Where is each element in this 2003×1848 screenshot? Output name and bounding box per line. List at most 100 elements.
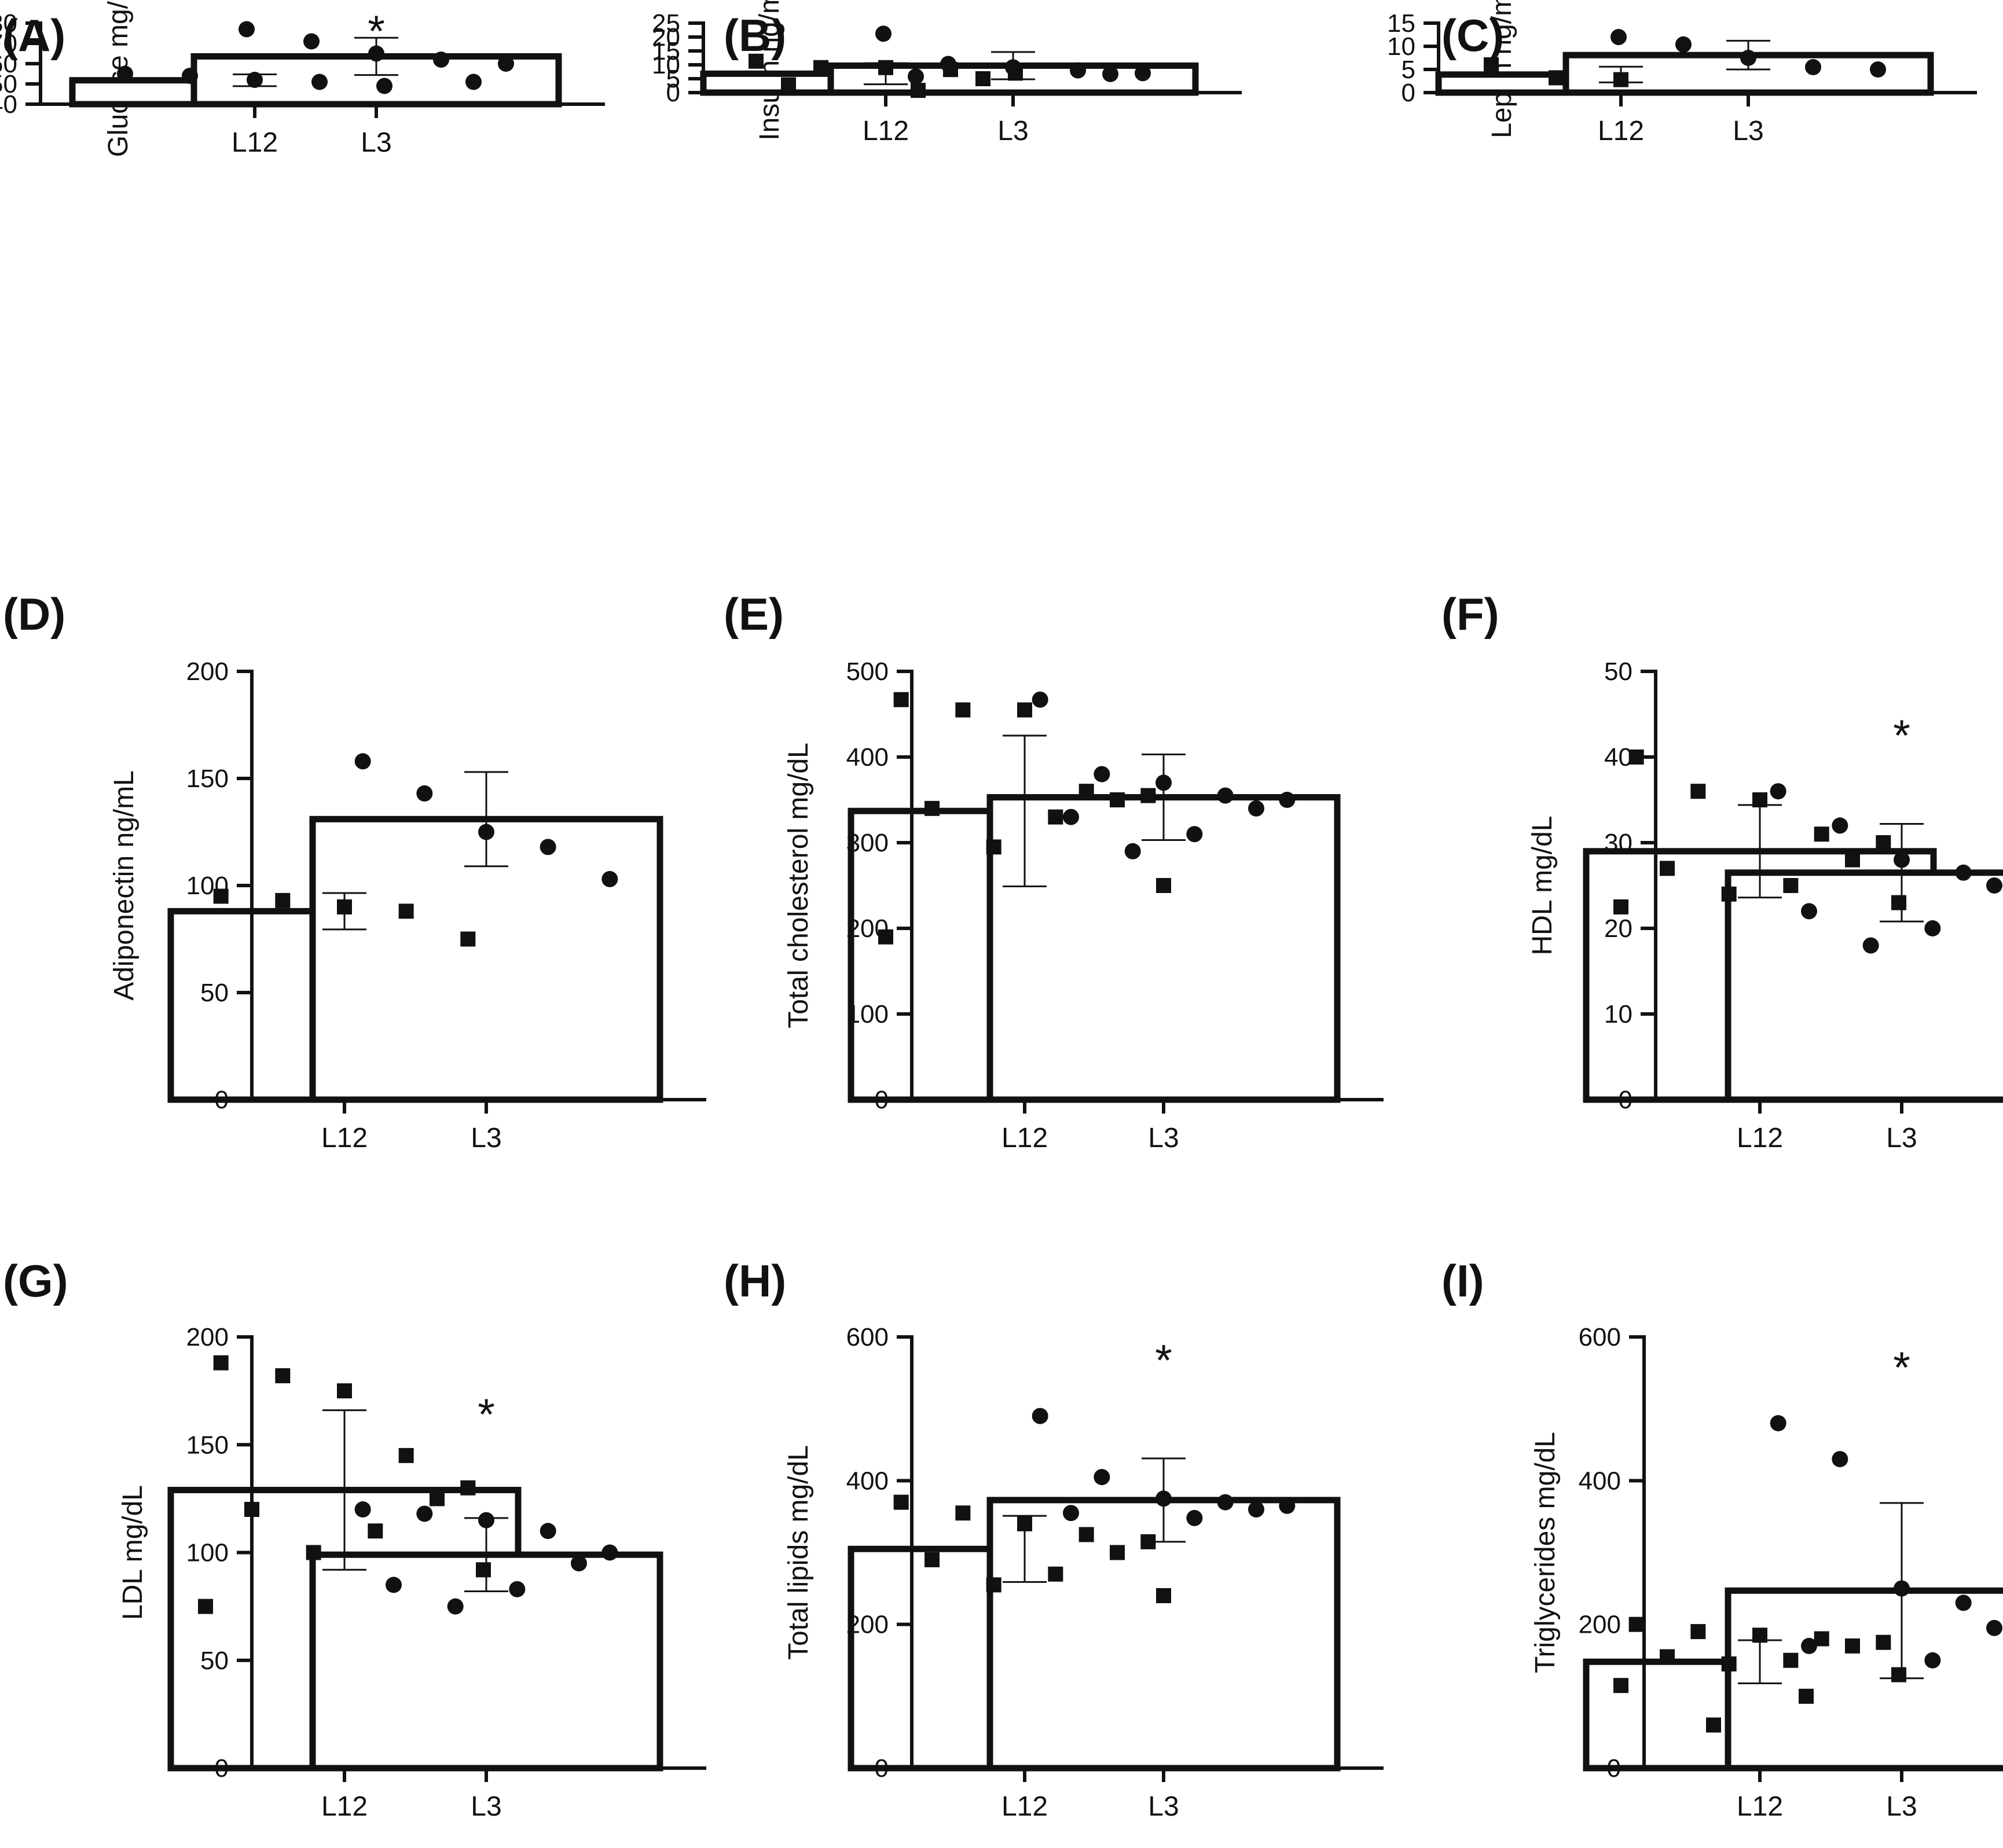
panel-h-y-tick-label-600: 600 xyxy=(846,1323,889,1351)
panel-a-significance-star-l3: * xyxy=(368,7,385,56)
panel-a-letter: (A) xyxy=(3,10,65,61)
panel-b-point-l3 xyxy=(940,56,956,72)
panel-a-point-l3 xyxy=(498,56,514,72)
panel-c-point-l3 xyxy=(1675,36,1692,53)
panel-i-point-l12 xyxy=(1706,1717,1721,1733)
panel-d-point-l3 xyxy=(416,785,433,802)
panel-h-significance-star-l3: * xyxy=(1155,1336,1172,1386)
panel-g-point-l3 xyxy=(478,1512,494,1529)
panel-b-y-tick-label-5: 5 xyxy=(666,65,680,93)
panel-f-point-l12 xyxy=(1628,750,1644,765)
panel-g-point-l12 xyxy=(244,1502,259,1517)
panel-c-point-l3 xyxy=(1870,61,1886,78)
panel-i-point-l12 xyxy=(1876,1634,1891,1650)
panel-e-y-tick-label-500: 500 xyxy=(846,657,889,686)
panel-d-point-l12 xyxy=(337,899,352,914)
panel-f-point-l3 xyxy=(1862,937,1879,954)
panel-a-point-l12 xyxy=(182,68,198,84)
panel-c-y-tick-label-10: 10 xyxy=(1387,32,1415,61)
panel-h-point-l12 xyxy=(925,1552,940,1567)
panel-i-point-l3 xyxy=(1770,1415,1786,1431)
panel-a-point-l3 xyxy=(239,21,255,38)
panel-e-point-l3 xyxy=(1186,826,1203,843)
panel-e-point-l12 xyxy=(878,929,893,945)
panel-h-bar-l3 xyxy=(986,1497,1341,1772)
panel-g-point-l12 xyxy=(476,1562,491,1578)
panel-d-y-tick-label-50: 50 xyxy=(200,979,229,1007)
panel-f-x-label-l12: L12 xyxy=(1737,1123,1783,1153)
panel-h-x-label-l3: L3 xyxy=(1148,1791,1179,1822)
panel-g-x-label-l12: L12 xyxy=(321,1791,368,1822)
panel-e-point-l3 xyxy=(1124,843,1141,859)
panel-f-point-l3 xyxy=(1894,851,1910,868)
panel-i-point-l12 xyxy=(1628,1616,1644,1632)
panel-e-point-l12 xyxy=(1140,788,1156,803)
panel-h-y-tick-label-0: 0 xyxy=(875,1754,889,1783)
panel-i-point-l12 xyxy=(1845,1638,1860,1654)
panel-e-y-axis-label: Total cholesterol mg/dL xyxy=(783,743,814,1028)
panel-i-x-label-l12: L12 xyxy=(1737,1791,1783,1822)
panel-d-y-tick-label-200: 200 xyxy=(186,657,229,686)
panel-a-point-l3 xyxy=(303,33,320,50)
panel-i-y-axis-label: Triglycerides mg/dL xyxy=(1530,1432,1561,1673)
panel-e-point-l12 xyxy=(986,839,1002,855)
panel-d-point-l3 xyxy=(540,839,556,855)
panel-c-y-tick-label-0: 0 xyxy=(1402,79,1415,107)
panel-b-point-l3 xyxy=(1135,65,1151,82)
panel-h-point-l12 xyxy=(1017,1516,1032,1531)
panel-e: (E) Total cholesterol mg/dL 010020030040… xyxy=(724,589,1384,1153)
panel-e-point-l12 xyxy=(893,692,909,707)
panel-i-point-l12 xyxy=(1799,1688,1814,1704)
panel-g-point-l12 xyxy=(213,1355,229,1371)
panel-a-y-tick-label-40: 40 xyxy=(0,90,17,119)
panel-i: (I) Triglycerides mg/dL 0 200 400 600 L12 L3 * xyxy=(1441,1255,2003,1822)
panel-d-point-l12 xyxy=(213,888,229,904)
panel-g-significance-star-l3: * xyxy=(478,1390,495,1439)
panel-c-point-l12 xyxy=(1613,72,1628,87)
panel-f-y-tick-label-30: 30 xyxy=(1604,829,1633,857)
panel-f-x-label-l3: L3 xyxy=(1886,1123,1917,1153)
panel-e-x-label-l3: L3 xyxy=(1148,1123,1179,1153)
panel-f-point-l12 xyxy=(1845,852,1860,868)
panel-f-point-l3 xyxy=(1832,817,1848,834)
panel-a-point-l3 xyxy=(368,45,384,62)
panel-g-y-axis-label: LDL mg/dL xyxy=(118,1485,148,1620)
panel-d-y-tick-label-150: 150 xyxy=(186,765,229,793)
panel-f-y-tick-label-20: 20 xyxy=(1604,914,1633,943)
panel-i-letter: (I) xyxy=(1441,1255,1484,1306)
panel-f-y-tick-label-0: 0 xyxy=(1619,1086,1633,1114)
panel-d-point-l3 xyxy=(478,824,494,840)
panel-f-point-l3 xyxy=(1955,864,1972,881)
panel-e-letter: (E) xyxy=(724,589,784,640)
panel-h-point-l3 xyxy=(1186,1509,1203,1526)
panel-c-point-l12 xyxy=(1549,70,1564,86)
panel-b-x-label-l3: L3 xyxy=(997,116,1028,146)
panel-b-point-l12 xyxy=(749,53,764,69)
panel-b-y-tick-label-10: 10 xyxy=(652,51,680,79)
panel-f-point-l12 xyxy=(1876,835,1891,850)
panel-h-point-l3 xyxy=(1032,1408,1048,1424)
panel-e-bar-l3 xyxy=(986,794,1341,1103)
panel-b-y-tick-label-25: 25 xyxy=(652,9,680,38)
panel-e-point-l3 xyxy=(1063,809,1079,825)
panel-d-x-label-l3: L3 xyxy=(471,1123,501,1153)
panel-e-y-tick-label-300: 300 xyxy=(846,829,889,857)
panel-g-point-l12 xyxy=(398,1447,414,1463)
panel-i-point-l12 xyxy=(1783,1652,1799,1668)
panel-h-point-l12 xyxy=(1140,1534,1156,1549)
panel-f-point-l12 xyxy=(1891,895,1906,910)
panel-e-point-l3 xyxy=(1155,774,1172,791)
panel-b-point-l3 xyxy=(875,25,892,42)
panel-h-point-l12 xyxy=(1048,1566,1063,1582)
panel-f-letter: (F) xyxy=(1441,589,1499,640)
panel-d-point-l12 xyxy=(398,903,414,919)
panel-g: (G) LDL mg/dL 0 50 100 150 200 L12 L3 * xyxy=(3,1255,706,1822)
panel-h-point-l3 xyxy=(1094,1469,1110,1486)
panel-a-point-l12 xyxy=(376,78,392,94)
panel-a-y-tick-label-80: 80 xyxy=(0,9,17,38)
panel-a: (A) Glucose mg/dL 4050607080L12L3* xyxy=(0,0,605,158)
panel-e-point-l3 xyxy=(1032,691,1048,708)
panel-h-point-l3 xyxy=(1217,1494,1234,1511)
panel-c-y-tick-label-15: 15 xyxy=(1387,9,1415,38)
